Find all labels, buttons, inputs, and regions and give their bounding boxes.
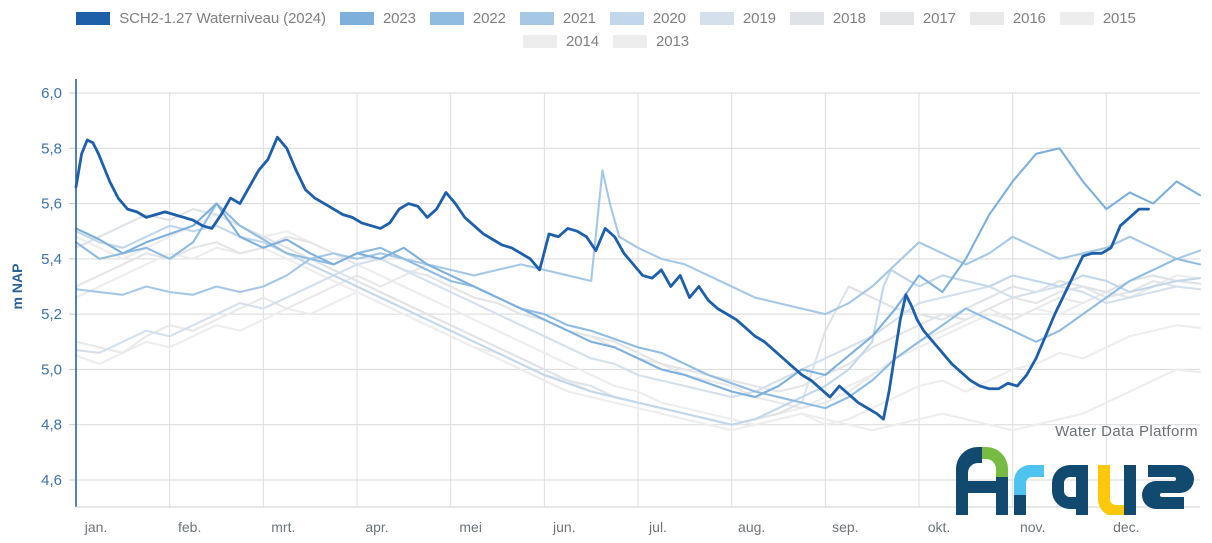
x-tick-label: okt. xyxy=(928,519,951,535)
legend-item-2018[interactable]: 2018 xyxy=(789,10,866,27)
series-lines xyxy=(74,135,1202,432)
axis-lines xyxy=(75,79,1200,508)
legend-swatch-icon xyxy=(519,12,554,25)
legend-item-2016[interactable]: 2016 xyxy=(969,10,1046,27)
legend-item-sch2-1-27-waterniveau-2024[interactable]: SCH2-1.27 Waterniveau (2024) xyxy=(76,10,326,27)
legend-item-2017[interactable]: 2017 xyxy=(879,10,956,27)
legend-label: 2015 xyxy=(1102,10,1136,27)
legend-swatch-icon xyxy=(76,12,111,25)
y-axis-title: m NAP xyxy=(9,264,25,310)
x-tick-label: aug. xyxy=(738,519,765,535)
legend-label: 2016 xyxy=(1012,10,1046,27)
x-tick-label: jun. xyxy=(552,519,576,535)
y-tick-label: 4,6 xyxy=(41,472,62,489)
y-tick-label: 5,6 xyxy=(41,196,62,213)
legend-swatch-icon xyxy=(1059,12,1094,25)
x-tick-label: feb. xyxy=(178,519,201,535)
legend-label: 2020 xyxy=(652,10,686,27)
legend-item-2015[interactable]: 2015 xyxy=(1059,10,1136,27)
series-line-sch2-1-27-waterniveau-2024 xyxy=(74,135,1150,421)
legend-label: 2019 xyxy=(742,10,776,27)
legend-label: 2018 xyxy=(832,10,866,27)
x-tick-label: jan. xyxy=(84,519,108,535)
legend-swatch-icon xyxy=(339,12,374,25)
y-tick-label: 6,0 xyxy=(41,85,62,102)
waterlevel-line-chart: 6,0 5,8 5,6 5,4 5,2 5,0 4,8 4,6 jan. feb. mrt. apr… xyxy=(9,79,1202,535)
legend-row: SCH2-1.27 Waterniveau (2024) 2023 2022 2021… xyxy=(0,7,1212,30)
chart-legend: SCH2-1.27 Waterniveau (2024) 2023 2022 2021… xyxy=(0,0,1212,53)
y-tick-label: 5,2 xyxy=(41,306,62,323)
y-tick-labels: 6,0 5,8 5,6 5,4 5,2 5,0 4,8 4,6 xyxy=(41,85,62,489)
legend-item-2019[interactable]: 2019 xyxy=(699,10,776,27)
legend-row: 2014 2013 xyxy=(0,30,1212,53)
series-line-2022 xyxy=(74,202,1202,410)
y-tick-label: 5,8 xyxy=(41,140,62,157)
y-tick-label: 5,4 xyxy=(41,251,62,268)
legend-label: 2021 xyxy=(562,10,596,27)
x-tick-label: sep. xyxy=(832,519,858,535)
series-line-2021 xyxy=(74,169,1202,316)
legend-swatch-icon xyxy=(879,12,914,25)
x-tick-label: apr. xyxy=(365,519,388,535)
y-tick-label: 4,8 xyxy=(41,417,62,434)
x-tick-label: nov. xyxy=(1020,519,1045,535)
legend-item-2020[interactable]: 2020 xyxy=(609,10,686,27)
legend-label: 2022 xyxy=(472,10,506,27)
legend-item-2013[interactable]: 2013 xyxy=(613,33,689,50)
x-tick-label: dec. xyxy=(1113,519,1139,535)
gridlines xyxy=(69,92,1200,507)
legend-label: 2023 xyxy=(382,10,416,27)
legend-swatch-icon xyxy=(523,35,558,48)
legend-item-2021[interactable]: 2021 xyxy=(519,10,596,27)
legend-swatch-icon xyxy=(429,12,464,25)
legend-item-2014[interactable]: 2014 xyxy=(523,33,599,50)
legend-item-2022[interactable]: 2022 xyxy=(429,10,506,27)
x-tick-label: jul. xyxy=(648,519,667,535)
legend-swatch-icon xyxy=(969,12,1004,25)
plot-area: 6,0 5,8 5,6 5,4 5,2 5,0 4,8 4,6 jan. feb. mrt. apr… xyxy=(0,58,1212,543)
legend-label: 2013 xyxy=(656,33,689,50)
legend-swatch-icon xyxy=(699,12,734,25)
legend-swatch-icon xyxy=(789,12,824,25)
x-tick-labels: jan. feb. mrt. apr. mei jun. jul. aug. sep. okt. n… xyxy=(84,519,1140,535)
x-tick-label: mrt. xyxy=(271,519,295,535)
legend-item-2023[interactable]: 2023 xyxy=(339,10,416,27)
y-tick-label: 5,0 xyxy=(41,361,62,378)
x-tick-label: mei xyxy=(459,519,482,535)
series-line-2023 xyxy=(74,147,1202,399)
legend-label: SCH2-1.27 Waterniveau (2024) xyxy=(119,10,326,27)
legend-swatch-icon xyxy=(609,12,644,25)
legend-label: 2014 xyxy=(566,33,599,50)
series-line-2014 xyxy=(74,290,1202,432)
y-axis-title-label: m NAP xyxy=(9,264,25,310)
series-line-2019 xyxy=(74,257,1202,399)
legend-label: 2017 xyxy=(922,10,956,27)
legend-swatch-icon xyxy=(613,35,647,48)
